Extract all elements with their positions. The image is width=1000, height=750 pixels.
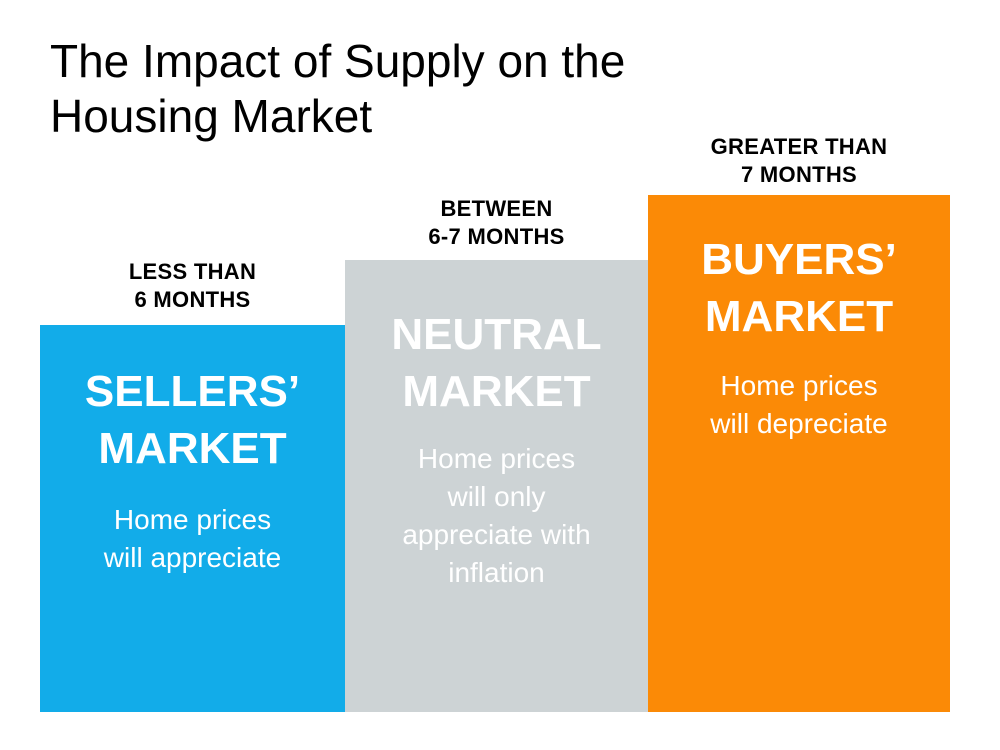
supply-label-sellers: LESS THAN 6 MONTHS <box>128 259 257 312</box>
market-title-neutral: NEUTRAL MARKET <box>391 310 602 416</box>
supply-label-buyers: GREATER THAN 7 MONTHS <box>710 134 888 187</box>
market-title-buyers: BUYERS’ MARKET <box>701 235 897 341</box>
market-description-buyers: Home prices will depreciate <box>710 370 888 439</box>
market-description-neutral: Home prices will only appreciate with in… <box>402 443 591 588</box>
bar-neutral-market: NEUTRAL MARKET Home prices will only app… <box>345 260 648 712</box>
supply-label-neutral: BETWEEN 6-7 MONTHS <box>428 196 565 249</box>
bar-sellers-market: SELLERS’ MARKET Home prices will appreci… <box>40 325 345 712</box>
market-description-sellers: Home prices will appreciate <box>103 504 282 573</box>
bar-buyers-market: BUYERS’ MARKET Home prices will deprecia… <box>648 195 950 712</box>
page-title: The Impact of Supply on the Housing Mark… <box>50 35 626 142</box>
market-title-sellers: SELLERS’ MARKET <box>84 367 301 473</box>
